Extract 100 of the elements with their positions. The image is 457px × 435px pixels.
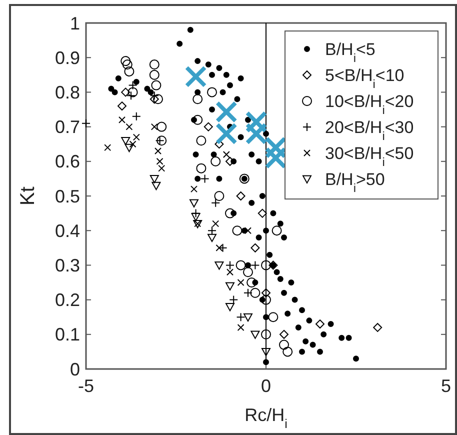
- point: [236, 312, 246, 322]
- point: [245, 110, 268, 133]
- y-tick-label: 0.1: [54, 324, 80, 345]
- point: [190, 199, 198, 208]
- point: [121, 88, 130, 97]
- point: [272, 226, 282, 236]
- point: [215, 122, 238, 145]
- point: [151, 80, 162, 90]
- point: [150, 94, 159, 104]
- y-tick-label: 0.5: [54, 186, 80, 206]
- point: [243, 267, 253, 278]
- y-tick-label: 1: [70, 13, 80, 34]
- point: [262, 288, 270, 298]
- point: [236, 192, 246, 200]
- point: [132, 112, 141, 121]
- point: [250, 243, 260, 252]
- point: [262, 348, 270, 356]
- point: [316, 320, 324, 329]
- x-axis-title: Rc/H$_{i}$: [244, 405, 288, 431]
- legend-label: 20<B/H$_{i}$<30: [325, 118, 414, 143]
- point: [250, 330, 260, 339]
- point: [190, 186, 198, 193]
- y-tick-label: 0.3: [54, 256, 80, 276]
- point: [250, 288, 260, 298]
- point: [129, 140, 136, 148]
- y-tick-label: 0.4: [54, 220, 80, 241]
- point: [104, 144, 112, 152]
- point: [200, 174, 210, 184]
- point: [210, 156, 221, 166]
- point: [149, 70, 160, 80]
- point: [373, 322, 382, 332]
- point: [150, 175, 159, 184]
- point: [237, 279, 244, 286]
- point: [211, 198, 220, 208]
- point: [208, 234, 216, 242]
- point: [120, 56, 131, 66]
- x-tick-label: 0: [260, 376, 272, 396]
- point: [196, 163, 206, 174]
- point: [150, 123, 158, 130]
- point: [226, 282, 234, 290]
- point: [261, 294, 271, 305]
- point: [192, 94, 203, 104]
- point: [154, 148, 162, 155]
- point: [232, 226, 242, 236]
- point: [244, 227, 252, 234]
- point: [244, 313, 252, 322]
- point: [118, 102, 126, 111]
- point: [153, 94, 163, 104]
- point: [124, 66, 134, 76]
- point: [282, 346, 293, 357]
- y-tick-label: 0.7: [54, 117, 80, 138]
- y-tick-label: 0.8: [54, 82, 80, 102]
- point: [212, 220, 220, 228]
- y-tick-label: 0.2: [54, 290, 80, 310]
- point: [236, 260, 246, 270]
- x-tick-label: 5: [440, 376, 452, 396]
- y-tick-label: 0: [70, 359, 80, 380]
- point: [237, 324, 244, 331]
- point: [122, 60, 132, 70]
- point: [222, 150, 230, 158]
- point: [245, 122, 268, 145]
- point: [192, 114, 203, 125]
- point: [156, 158, 164, 165]
- point: [215, 100, 238, 123]
- point: [225, 208, 235, 218]
- point: [214, 191, 224, 201]
- legend-label: 30<B/H$_{i}$<50: [325, 144, 414, 169]
- legend-label: B/H$_{i}$<5: [325, 40, 376, 65]
- point: [118, 116, 126, 124]
- point: [216, 244, 223, 252]
- point: [184, 66, 207, 88]
- point: [214, 262, 224, 270]
- point: [207, 87, 217, 98]
- point: [152, 182, 161, 190]
- point: [128, 87, 138, 98]
- x-tick-label: -5: [78, 376, 94, 396]
- point: [156, 122, 167, 132]
- point: [128, 80, 138, 90]
- y-axis-title: Kt: [17, 186, 39, 206]
- point: [246, 278, 257, 288]
- point: [204, 122, 213, 132]
- point: [268, 312, 278, 322]
- point: [250, 260, 260, 270]
- point: [158, 164, 166, 172]
- point: [126, 123, 133, 130]
- point: [149, 60, 160, 70]
- legend-label: 10<B/H$_{i}$<20: [325, 92, 414, 117]
- point: [132, 134, 140, 141]
- point: [226, 268, 234, 276]
- point: [191, 213, 200, 222]
- legend-label: 5<B/H$_{i}$<10: [325, 66, 404, 91]
- y-tick-label: 0.9: [54, 48, 80, 68]
- point: [156, 136, 167, 146]
- y-tick-label: 0.6: [54, 152, 80, 172]
- point: [261, 329, 271, 340]
- point: [124, 144, 134, 152]
- point: [261, 260, 271, 270]
- point: [258, 208, 267, 218]
- legend-label: B/H$_{i}$>50: [325, 170, 385, 195]
- point: [196, 136, 206, 146]
